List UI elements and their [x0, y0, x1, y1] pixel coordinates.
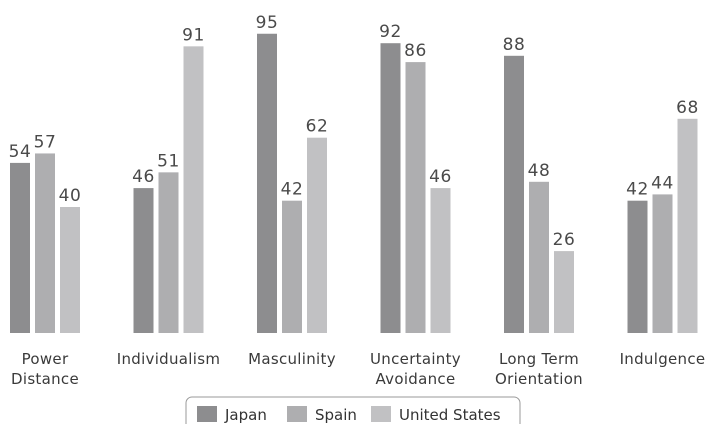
value-label-individualism-spain: 51: [157, 151, 180, 171]
legend-swatch-spain: [287, 406, 307, 422]
value-label-power-distance-united-states: 40: [59, 186, 82, 206]
category-label-line: Uncertainty: [370, 350, 461, 368]
bar-masculinity-japan: [257, 33, 277, 333]
bar-masculinity-united-states: [307, 137, 327, 333]
bar-indulgence-japan: [627, 200, 648, 333]
value-label-uncertainty-avoidance-united-states: 46: [429, 167, 452, 187]
legend-label-spain: Spain: [315, 406, 357, 424]
category-label-uncertainty-avoidance: Uncertainty Avoidance: [370, 350, 461, 388]
bar-indulgence-spain: [652, 194, 673, 333]
bar-power-distance-united-states: [60, 207, 80, 333]
category-label-line: Distance: [11, 370, 79, 388]
bar-individualism-spain: [158, 172, 179, 333]
bar-masculinity-spain: [282, 200, 302, 333]
bars-layer: [10, 33, 698, 334]
legend: Japan Spain United States: [185, 396, 521, 424]
category-label-long-term-orientation: Long Term Orientation: [495, 350, 583, 388]
value-label-individualism-japan: 46: [132, 167, 155, 187]
bar-uncertainty-avoidance-united-states: [430, 188, 451, 333]
bar-power-distance-japan: [10, 162, 30, 333]
category-label-line: Indulgence: [620, 350, 706, 368]
value-label-uncertainty-avoidance-spain: 86: [404, 41, 427, 61]
bar-uncertainty-avoidance-spain: [405, 62, 426, 333]
value-label-individualism-united-states: 91: [182, 25, 205, 45]
value-label-masculinity-japan: 95: [256, 13, 279, 33]
value-label-long-term-orientation-spain: 48: [528, 161, 551, 181]
legend-box: [185, 396, 521, 424]
value-label-power-distance-spain: 57: [34, 132, 57, 152]
bar-power-distance-spain: [35, 153, 55, 333]
value-label-long-term-orientation-japan: 88: [503, 35, 526, 55]
value-label-uncertainty-avoidance-japan: 92: [379, 22, 402, 42]
category-label-line: Long Term: [499, 350, 579, 368]
value-label-long-term-orientation-united-states: 26: [553, 230, 576, 250]
value-label-masculinity-united-states: 62: [306, 117, 329, 137]
bar-individualism-japan: [133, 188, 154, 333]
bar-indulgence-united-states: [677, 118, 698, 333]
bar-long-term-orientation-united-states: [554, 251, 574, 333]
category-label-line: Avoidance: [376, 370, 456, 388]
category-label-line: Orientation: [495, 370, 583, 388]
category-label-power-distance: Power Distance: [11, 350, 79, 388]
value-label-masculinity-spain: 42: [281, 180, 304, 200]
legend-items: Japan Spain United States: [197, 406, 501, 424]
legend-swatch-united-states: [371, 406, 391, 422]
bar-uncertainty-avoidance-japan: [380, 43, 401, 333]
bar-individualism-united-states: [183, 46, 204, 333]
value-label-indulgence-spain: 44: [651, 173, 674, 193]
legend-label-united-states: United States: [399, 406, 501, 424]
category-label-masculinity: Masculinity: [248, 350, 336, 368]
bar-long-term-orientation-spain: [529, 181, 549, 333]
category-label-line: Masculinity: [248, 350, 336, 368]
legend-label-japan: Japan: [224, 406, 267, 424]
category-labels-layer: Power Distance Individualism Masculinity Unc…: [11, 350, 705, 388]
value-label-indulgence-united-states: 68: [676, 98, 699, 118]
bar-long-term-orientation-japan: [504, 55, 524, 334]
category-label-indulgence: Indulgence: [620, 350, 706, 368]
value-label-indulgence-japan: 42: [626, 180, 649, 200]
category-label-line: Power: [22, 350, 69, 368]
legend-swatch-japan: [197, 406, 217, 422]
category-label-line: Individualism: [117, 350, 221, 368]
value-label-power-distance-japan: 54: [9, 142, 32, 162]
category-label-individualism: Individualism: [117, 350, 221, 368]
